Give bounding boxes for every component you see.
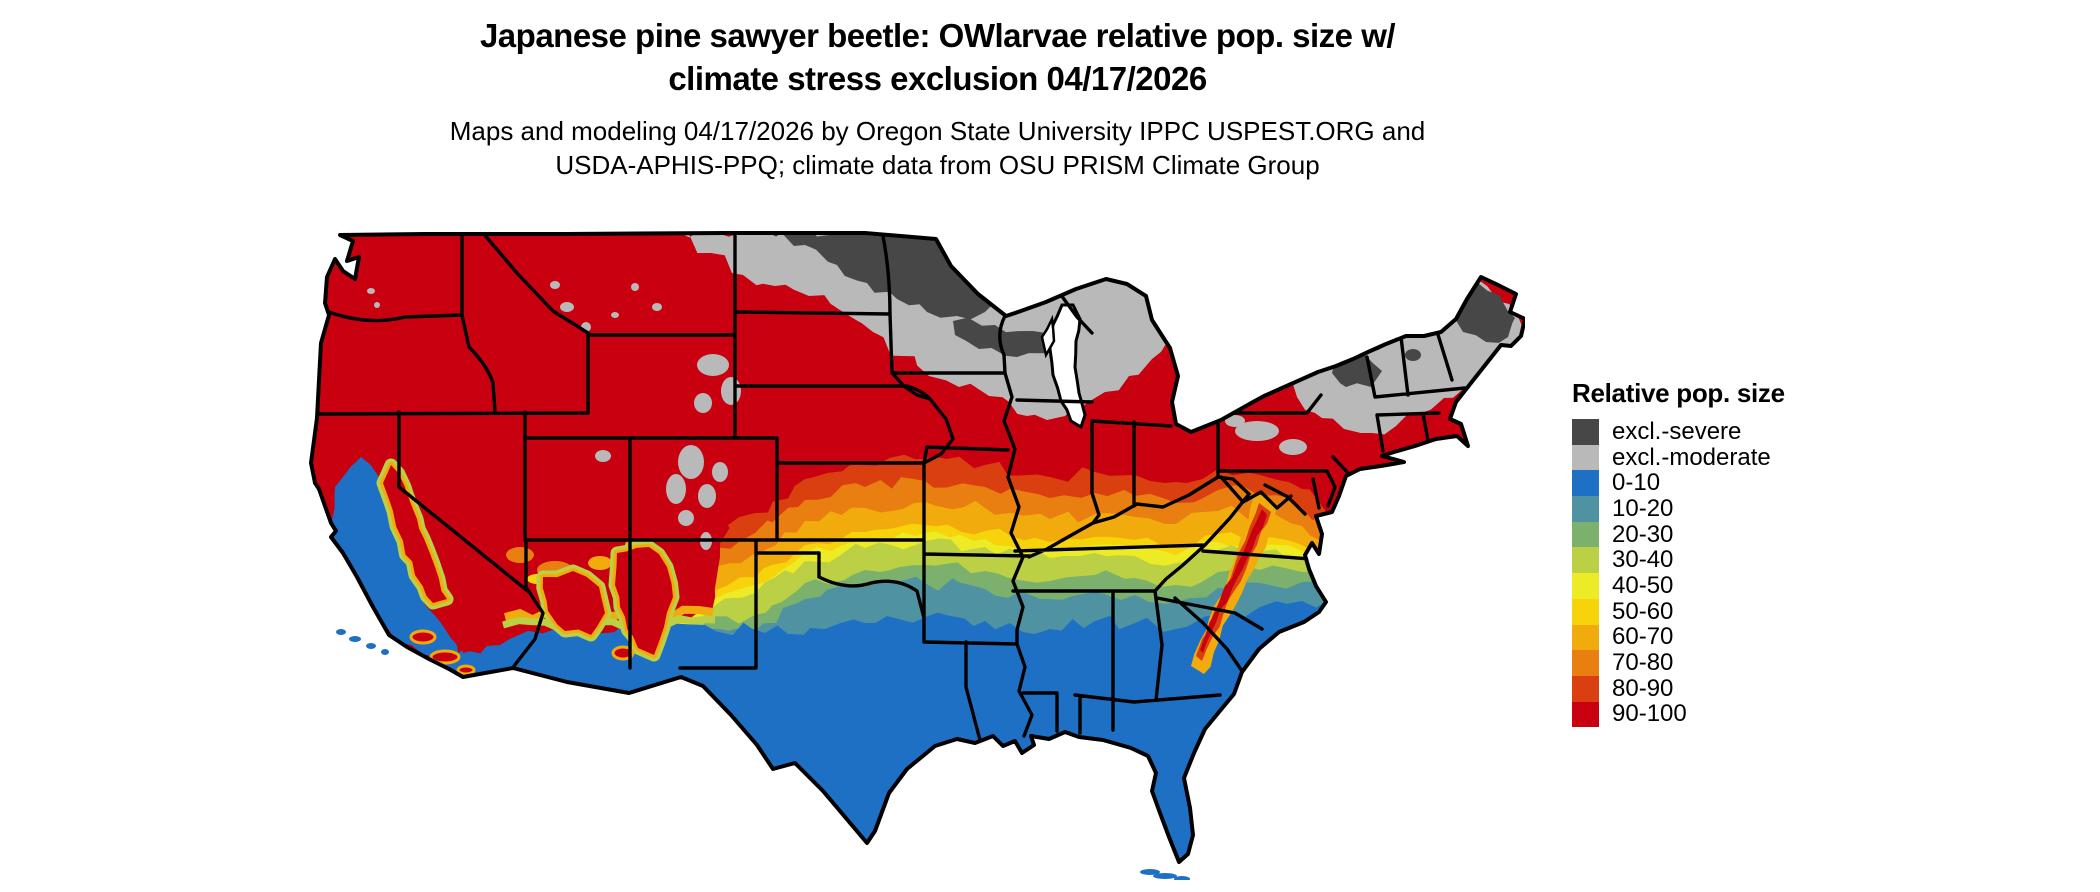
legend-entry-label: 60-70	[1612, 623, 1674, 651]
title-line-1: Japanese pine sawyer beetle: OWlarvae re…	[479, 17, 1396, 54]
legend-entry: 50-60	[1572, 597, 1785, 625]
legend-swatch	[1572, 624, 1599, 651]
title-line-2: climate stress exclusion 04/17/2026	[668, 60, 1207, 97]
legend-entry-label: 0-10	[1612, 469, 1661, 497]
legend-swatch	[1572, 701, 1599, 728]
legend-entry: 0-10	[1572, 469, 1785, 497]
legend-entry: 60-70	[1572, 623, 1785, 651]
legend-entry-label: 30-40	[1612, 546, 1674, 574]
legend-swatch	[1572, 650, 1599, 676]
legend-entry-label: excl.-moderate	[1612, 443, 1771, 471]
map-canvas	[309, 231, 1527, 882]
legend-entry: 20-30	[1572, 520, 1785, 548]
us-choropleth-map	[305, 225, 1527, 882]
legend-entry: excl.-moderate	[1572, 443, 1785, 471]
legend-swatch	[1572, 470, 1599, 497]
legend-entry-label: 10-20	[1612, 494, 1674, 522]
legend-entry-label: 40-50	[1612, 571, 1674, 599]
legend-swatch	[1572, 547, 1599, 574]
legend-entry-label: 90-100	[1612, 700, 1687, 728]
legend-swatch	[1572, 573, 1599, 599]
subtitle-line-1: Maps and modeling 04/17/2026 by Oregon S…	[449, 116, 1426, 146]
legend-entry: 90-100	[1572, 700, 1785, 728]
legend-swatch	[1572, 444, 1599, 471]
legend-entry-label: excl.-severe	[1612, 417, 1742, 445]
subtitle-line-2: USDA-APHIS-PPQ; climate data from OSU PR…	[555, 150, 1320, 180]
legend-entries: excl.-severe excl.-moderate 0-10 10-20 20-30…	[1572, 417, 1785, 728]
legend: Relative pop. size excl.-severe excl.-mod…	[1572, 378, 1785, 727]
legend-entry-label: 20-30	[1612, 520, 1674, 548]
legend-swatch	[1572, 496, 1599, 522]
legend-entry: 10-20	[1572, 494, 1785, 522]
legend-entry-label: 80-90	[1612, 674, 1674, 702]
legend-entry: 40-50	[1572, 571, 1785, 599]
legend-entry: 80-90	[1572, 674, 1785, 702]
legend-entry: 30-40	[1572, 546, 1785, 574]
legend-entry: excl.-severe	[1572, 417, 1785, 445]
page-title: Japanese pine sawyer beetle: OWlarvae re…	[0, 14, 1875, 100]
legend-title: Relative pop. size	[1572, 378, 1785, 408]
legend-swatch	[1572, 419, 1599, 445]
legend-swatch	[1572, 521, 1599, 548]
legend-entry-label: 70-80	[1612, 649, 1674, 677]
page-subtitle: Maps and modeling 04/17/2026 by Oregon S…	[0, 114, 1875, 182]
legend-entry: 70-80	[1572, 649, 1785, 677]
legend-entry-label: 50-60	[1612, 597, 1674, 625]
title-block: Japanese pine sawyer beetle: OWlarvae re…	[0, 14, 1875, 182]
legend-swatch	[1572, 598, 1599, 625]
legend-swatch	[1572, 675, 1599, 702]
